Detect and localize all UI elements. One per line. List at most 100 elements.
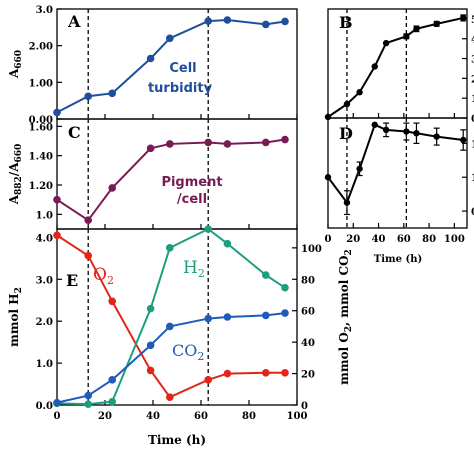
panel-c-label: C [68,123,81,142]
panel-a-y-ticks: 0.00 1.00 2.00 3.0 [29,5,298,126]
panel-c-ytick-label-0: 1.0 [36,210,53,221]
panel-e-series-o2-point-1 [84,251,92,260]
panel-e-series-co2-point-3 [146,341,155,350]
panel-a-label: A [67,12,81,31]
panel-e-frame [56,228,298,406]
panel-a-ytick-label-3: 3.0 [36,5,53,16]
panel-d-xtick-label-5: 100 [444,234,465,245]
panel-a: A A660 0.00 1.00 2.00 3.0 Cell turbidity [7,5,298,126]
panel-e-series-h2-point-3 [146,304,155,313]
panel-c-series-point-7 [262,138,270,147]
panel-d-xtick-label-1: 20 [346,234,360,245]
panel-a-series-point-0 [53,108,61,117]
panel-b-series-point-2 [356,89,363,96]
panel-b-label: B [339,13,353,32]
panel-e-left-ytick-label-4: 4.0 [36,233,53,244]
panel-e-series-h2-point-8 [281,283,289,292]
panel-c-y-ticks: 1.0 1.20 1.40 1.60 [29,122,298,229]
panel-e-xtick-label-3: 60 [194,411,208,422]
panel-a-series-point-2 [108,89,116,98]
panel-c-series-point-3 [146,144,155,153]
panel-e-series-h2-point-5 [204,225,212,233]
panel-e-right-ytick-label-2: 40 [301,338,315,349]
panel-e-series-o2-point-6 [223,369,232,378]
panel-b-ytick-label-1: 1 [471,94,474,105]
panel-a-ytick-label-2: 2.00 [29,42,53,53]
panel-e-series-co2-point-7 [262,311,270,320]
panel-e-xtick-label-0: 0 [54,411,61,422]
panel-d-series-point-3 [371,121,378,128]
panel-d-xtick-label-0: 0 [325,234,332,245]
panel-d-series-point-1 [343,199,351,206]
panel-e: E mmol H2 mmol O2, mmol CO2 Time (h) 0.0… [7,225,354,447]
panel-d-ticks: 0.8 1.0 1.2 0 20 40 60 80 100 [325,139,474,245]
panel-d-series-point-2 [356,165,363,172]
panel-e-series-o2-point-7 [262,368,270,377]
panel-c-annotation-line1: Pigment [161,175,222,190]
panel-b-series-point-4 [382,39,390,47]
panel-e-series-co2-point-2 [108,376,116,384]
panel-d-series-point-4 [382,126,390,134]
panel-a-series [53,16,289,117]
panel-b-ytick-label-5: 5 [471,15,474,26]
panel-e-right-ytick-label-1: 20 [301,370,315,381]
panel-b-ytick-label-2: 2 [471,74,474,85]
panel-e-xlabel: Time (h) [148,433,206,447]
panel-d-series [324,121,467,216]
panel-e-xtick-label-4: 80 [242,411,256,422]
panel-e-series-h2-point-1 [84,400,92,408]
panel-e-series-h2-point-7 [262,271,270,279]
panel-d-xlabel: Time (h) [374,254,422,265]
panel-a-series-point-5 [204,17,212,25]
panel-e-ylabel-right: mmol O2, mmol CO2 [337,249,354,385]
panel-a-annotation-line1: Cell [169,61,196,76]
panel-d-label: D [339,124,353,143]
panel-b-ytick-label-0: 0 [471,114,474,125]
panel-d-series-point-7 [433,133,440,140]
panel-e-series-co2-point-6 [223,313,232,321]
panel-e-series-o2-point-0 [53,231,61,240]
panel-e-series-o2-point-3 [146,366,155,375]
panel-d-xtick-label-3: 60 [397,234,411,245]
panel-e-series-o2-point-8 [281,368,289,377]
panel-c: C A882/A660 1.0 1.20 1.40 1.60 Pigment /cel… [7,118,298,230]
panel-c-ylabel: A882/A660 [7,144,24,206]
panel-a-series-point-4 [166,34,174,43]
panel-c-ytick-label-1: 1.20 [29,181,53,192]
panel-d-ytick-label-2: 1.2 [471,139,474,150]
panel-b-series-point-3 [371,63,378,70]
panel-e-xtick-label-5: 100 [287,411,308,422]
legend-co2: CO2 [172,341,204,363]
panel-b-series-point-8 [460,14,467,22]
panel-a-ytick-label-0: 0.00 [29,115,53,126]
panel-e-xtick-label-1: 20 [98,411,112,422]
panel-d-frame [327,117,468,229]
panel-a-annotation-line2: turbidity [148,81,213,96]
panel-b-series-point-1 [343,100,351,108]
panel-a-series-point-6 [223,16,232,24]
panel-e-right-ytick-label-0: 0 [301,401,308,412]
panel-d-series-point-5 [403,128,410,135]
panel-a-ytick-label-1: 1.00 [29,78,53,89]
panel-c-series-point-4 [166,140,174,148]
panel-d-xtick-label-4: 80 [422,234,436,245]
panel-c-dashed-lines [87,119,209,229]
panel-e-xtick-label-2: 40 [146,411,160,422]
panel-d-ytick-label-1: 1.0 [471,173,474,184]
panel-e-series-co2-point-0 [53,398,61,407]
panel-e-series-o2-point-4 [166,393,174,401]
legend-h2: H2 [183,258,205,280]
panel-c-annotation-line2: /cell [177,192,207,207]
legend-o2: O2 [93,265,114,287]
panel-e-left-ytick-label-0: 0.0 [36,401,53,412]
panel-b: B 0 1 2 3 4 5 [324,8,474,125]
panel-c-series-point-2 [108,184,116,192]
panel-c-series-point-8 [281,135,289,144]
panel-d: D Time (h) 0.8 1.0 1.2 0 20 40 60 80 100 [324,117,474,265]
panel-e-series-o2-point-5 [204,376,212,384]
panel-e-series-co2-point-4 [166,322,174,331]
panel-a-ylabel: A660 [7,50,24,79]
panel-a-series-point-8 [281,17,289,26]
